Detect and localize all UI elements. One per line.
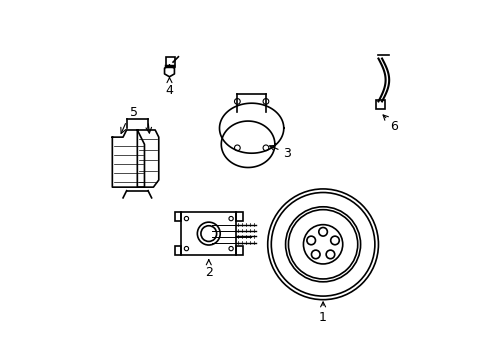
- Bar: [165, 57, 175, 67]
- Bar: [375, 100, 384, 109]
- Text: 4: 4: [165, 78, 173, 97]
- Text: 6: 6: [382, 115, 398, 133]
- Text: 2: 2: [204, 260, 212, 279]
- Text: 1: 1: [319, 302, 326, 324]
- Text: 5: 5: [129, 105, 138, 119]
- Text: 3: 3: [269, 145, 291, 160]
